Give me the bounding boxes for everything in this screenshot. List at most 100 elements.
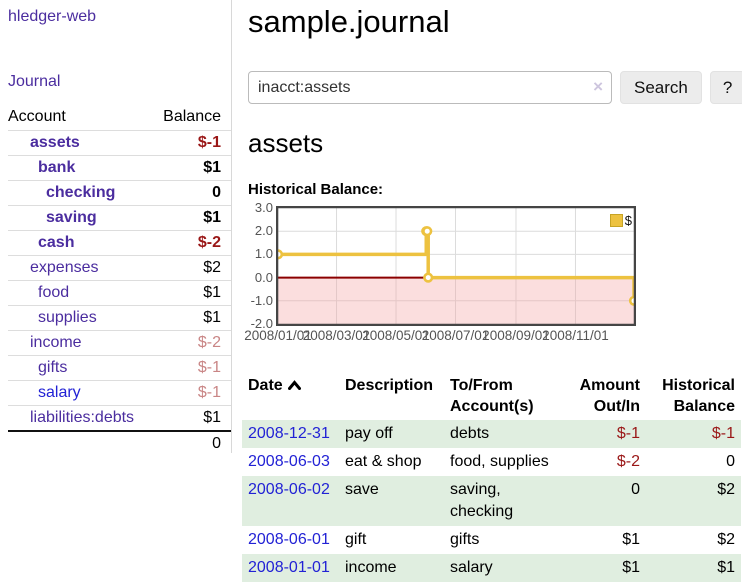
account-link-assets[interactable]: assets bbox=[30, 134, 80, 151]
account-row: assets $-1 bbox=[8, 130, 231, 156]
y-tick-label: 3.0 bbox=[254, 200, 273, 215]
transaction-accounts: gifts bbox=[450, 531, 480, 548]
x-tick-label: 2008/09/01 bbox=[482, 328, 550, 343]
sidebar: hledger-web Journal Account Balance asse… bbox=[0, 0, 232, 456]
register-header-amount: Amount Out/In bbox=[579, 377, 640, 415]
sidebar-item-journal[interactable]: Journal bbox=[8, 73, 61, 90]
account-balance: $1 bbox=[152, 280, 231, 306]
register-row: 2008-01-01 income salary $1 $1 bbox=[242, 554, 741, 582]
y-tick-label: -1.0 bbox=[250, 292, 273, 308]
transaction-date-link[interactable]: 2008-01-01 bbox=[248, 559, 330, 576]
accounts-header-account: Account bbox=[8, 108, 153, 131]
account-balance: $1 bbox=[152, 305, 231, 331]
x-tick-label: 2008/11/01 bbox=[542, 328, 609, 343]
transaction-description: income bbox=[339, 554, 444, 582]
account-link-expenses[interactable]: expenses bbox=[30, 259, 99, 276]
accounts-header-balance: Balance bbox=[152, 108, 231, 131]
transaction-description: eat & shop bbox=[345, 453, 422, 470]
transaction-date-link[interactable]: 2008-06-02 bbox=[248, 481, 330, 498]
account-balance: $1 bbox=[152, 155, 231, 181]
account-link-cash[interactable]: cash bbox=[38, 234, 75, 251]
search-button[interactable]: Search bbox=[620, 71, 702, 104]
account-link-income[interactable]: income bbox=[30, 334, 82, 351]
account-balance: 0 bbox=[152, 180, 231, 206]
register-header-balance: Historical Balance bbox=[662, 377, 735, 415]
balance-chart: 3.0 2.0 1.0 0.0 -1.0 -2.0 $ 2008/01/01 2008/03… bbox=[244, 201, 640, 348]
transaction-date-link[interactable]: 2008-06-03 bbox=[248, 453, 330, 470]
account-link-saving[interactable]: saving bbox=[46, 209, 97, 226]
account-row: liabilities:debts $1 bbox=[8, 405, 231, 432]
account-link-supplies[interactable]: supplies bbox=[38, 309, 97, 326]
register-row: 2008-06-02 save saving, checking 0 $2 bbox=[242, 476, 741, 526]
clear-search-icon[interactable]: × bbox=[593, 77, 603, 96]
x-tick-label: 2008/01/01 bbox=[244, 328, 312, 343]
brand-link[interactable]: hledger-web bbox=[8, 8, 97, 25]
account-link-liabilities-debts[interactable]: liabilities:debts bbox=[30, 409, 135, 426]
sort-ascending-icon bbox=[287, 375, 301, 396]
account-row: gifts $-1 bbox=[8, 355, 231, 381]
account-row: supplies $1 bbox=[8, 305, 231, 331]
transaction-amount: $-2 bbox=[616, 453, 640, 470]
account-balance: $-1 bbox=[152, 380, 231, 406]
help-button[interactable]: ? bbox=[709, 71, 742, 104]
legend-swatch-icon bbox=[609, 214, 623, 227]
account-balance: $2 bbox=[152, 255, 231, 281]
account-row: bank $1 bbox=[8, 155, 231, 181]
transaction-accounts: salary bbox=[444, 554, 566, 582]
account-link-food[interactable]: food bbox=[38, 284, 70, 301]
account-balance: $-2 bbox=[152, 230, 231, 256]
transaction-balance: $2 bbox=[646, 476, 741, 526]
chart-legend: $ bbox=[608, 213, 633, 228]
transaction-description: gift bbox=[345, 531, 367, 548]
transaction-description: save bbox=[339, 476, 444, 526]
balance-chart-plot[interactable] bbox=[276, 206, 636, 326]
account-heading: assets bbox=[248, 128, 324, 158]
account-row: salary $-1 bbox=[8, 380, 231, 406]
account-row: cash $-2 bbox=[8, 230, 231, 256]
y-tick-label: 2.0 bbox=[254, 223, 273, 239]
transaction-accounts: saving, checking bbox=[444, 476, 566, 526]
register-row: 2008-06-01 gift gifts $1 $2 bbox=[242, 526, 741, 554]
accounts-table: Account Balance assets $-1 bank $1 check… bbox=[8, 108, 231, 456]
transaction-amount: $1 bbox=[622, 531, 640, 548]
transaction-balance: $-1 bbox=[646, 420, 741, 448]
transaction-balance: $2 bbox=[717, 531, 735, 548]
account-balance: $1 bbox=[152, 205, 231, 231]
transaction-date-link[interactable]: 2008-06-01 bbox=[248, 531, 330, 548]
account-row: saving $1 bbox=[8, 205, 231, 231]
transaction-balance: 0 bbox=[726, 453, 735, 470]
register-table: Date Description To/From Account(s) Amou… bbox=[242, 372, 741, 582]
account-row: expenses $2 bbox=[8, 255, 231, 281]
x-tick-label: 2008/03/01 bbox=[302, 328, 371, 343]
register-header-accounts: To/From Account(s) bbox=[450, 377, 534, 415]
transaction-date-link[interactable]: 2008-12-31 bbox=[248, 425, 330, 442]
register-row: 2008-06-03 eat & shop food, supplies $-2… bbox=[242, 448, 741, 476]
main-content: sample.journal × Search ? assets Histori… bbox=[232, 0, 742, 582]
account-link-gifts[interactable]: gifts bbox=[38, 359, 68, 376]
account-link-bank[interactable]: bank bbox=[38, 159, 76, 176]
register-header-date: Date bbox=[242, 372, 339, 420]
y-tick-label: 0.0 bbox=[254, 269, 273, 285]
accounts-total-row: 0 bbox=[8, 430, 231, 456]
search-form: × Search ? bbox=[248, 71, 742, 104]
transaction-balance: $1 bbox=[646, 554, 741, 582]
x-tick-label: 2008/07/01 bbox=[421, 328, 490, 343]
account-link-salary[interactable]: salary bbox=[38, 384, 81, 401]
transaction-amount: $-1 bbox=[566, 420, 646, 448]
y-tick-label: -2.0 bbox=[250, 316, 273, 331]
register-header-row: Date Description To/From Account(s) Amou… bbox=[242, 372, 741, 420]
accounts-total-value: 0 bbox=[152, 430, 231, 456]
search-input[interactable] bbox=[248, 71, 612, 104]
transaction-accounts: debts bbox=[444, 420, 566, 448]
page-title: sample.journal bbox=[248, 4, 450, 39]
account-row: income $-2 bbox=[8, 330, 231, 356]
account-balance: $-1 bbox=[152, 355, 231, 381]
register-header-description: Description bbox=[345, 377, 434, 394]
chart-title: Historical Balance: bbox=[248, 181, 384, 198]
account-link-checking[interactable]: checking bbox=[46, 184, 116, 201]
account-balance: $-2 bbox=[152, 330, 231, 356]
account-balance: $-1 bbox=[152, 130, 231, 156]
transaction-amount: 0 bbox=[566, 476, 646, 526]
account-row: food $1 bbox=[8, 280, 231, 306]
